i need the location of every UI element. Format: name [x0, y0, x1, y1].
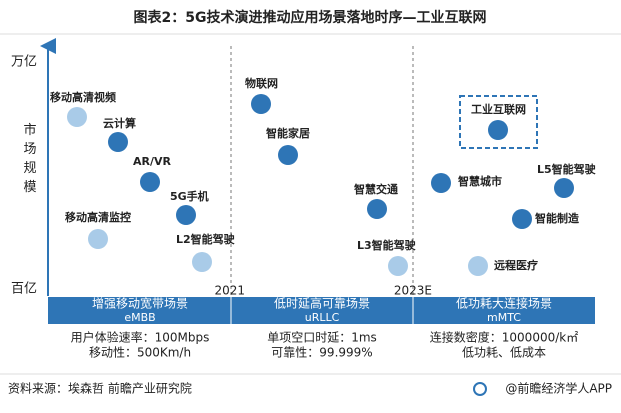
axis-title: 市场规模 [23, 122, 36, 195]
app-label: 5G手机 [170, 189, 209, 203]
app-label: L3智能驾驶 [357, 238, 417, 252]
app-bubble [554, 178, 574, 198]
app-bubble [278, 145, 298, 165]
app-bubble [251, 94, 271, 114]
app-label: 智能制造 [535, 211, 580, 225]
app-bubble [88, 229, 108, 249]
scenario-code: eMBB [124, 311, 155, 324]
axis-bottom-label: 百亿 [11, 282, 37, 297]
scenario-note: 移动性：500Km/h [89, 346, 191, 360]
app-bubble [367, 199, 387, 219]
app-label: 移动高清视频 [50, 90, 116, 104]
scenario-name: 低功耗大连接场景 [456, 296, 552, 311]
app-label: 移动高清监控 [65, 210, 131, 224]
app-bubble [488, 120, 508, 140]
app-label: 云计算 [103, 116, 136, 130]
brand: @前瞻经济学人APP [505, 381, 612, 396]
app-bubble [176, 205, 196, 225]
app-bubble [67, 107, 87, 127]
source: 资料来源：埃森哲 前瞻产业研究院 [8, 381, 192, 396]
highlight-box [459, 95, 538, 149]
year-label: 2021 [214, 284, 245, 298]
app-label: AR/VR [133, 155, 172, 168]
app-label: 智慧城市 [458, 174, 502, 188]
scenario-code: mMTC [487, 311, 521, 324]
app-label: 智慧交通 [354, 182, 398, 196]
scenario-note: 用户体验速率：100Mbps [71, 330, 210, 345]
app-label: 工业互联网 [471, 102, 526, 116]
app-bubble [140, 172, 160, 192]
scenario-name: 低时延高可靠场景 [274, 296, 370, 311]
scenario-code: uRLLC [305, 311, 340, 324]
scenario-note: 低功耗、低成本 [462, 346, 546, 360]
app-label: L5智能驾驶 [537, 162, 597, 176]
scenario-name: 增强移动宽带场景 [92, 296, 188, 311]
app-bubble [468, 256, 488, 276]
app-bubble [431, 173, 451, 193]
scenario-note: 连接数密度：1000000/k㎡ [430, 330, 578, 345]
app-label: 远程医疗 [494, 258, 538, 272]
axis-title-text: 市场规模 [23, 122, 36, 195]
app-bubble [192, 252, 212, 272]
year-label: 2023E [394, 284, 432, 298]
scenario-band [48, 297, 595, 324]
scenario-note: 单项空口时延：1ms [267, 331, 377, 345]
scenario-note: 可靠性：99.999% [271, 346, 372, 360]
app-label: 智能家居 [266, 126, 310, 140]
app-bubble [512, 209, 532, 229]
logo [473, 382, 487, 396]
title: 图表2：5G技术演进推动应用场景落地时序—工业互联网 [134, 9, 487, 26]
app-label: L2智能驾驶 [176, 232, 236, 246]
axis-top-label: 万亿 [11, 55, 37, 70]
app-bubble [108, 132, 128, 152]
app-label: 物联网 [245, 76, 278, 90]
app-bubble [388, 256, 408, 276]
